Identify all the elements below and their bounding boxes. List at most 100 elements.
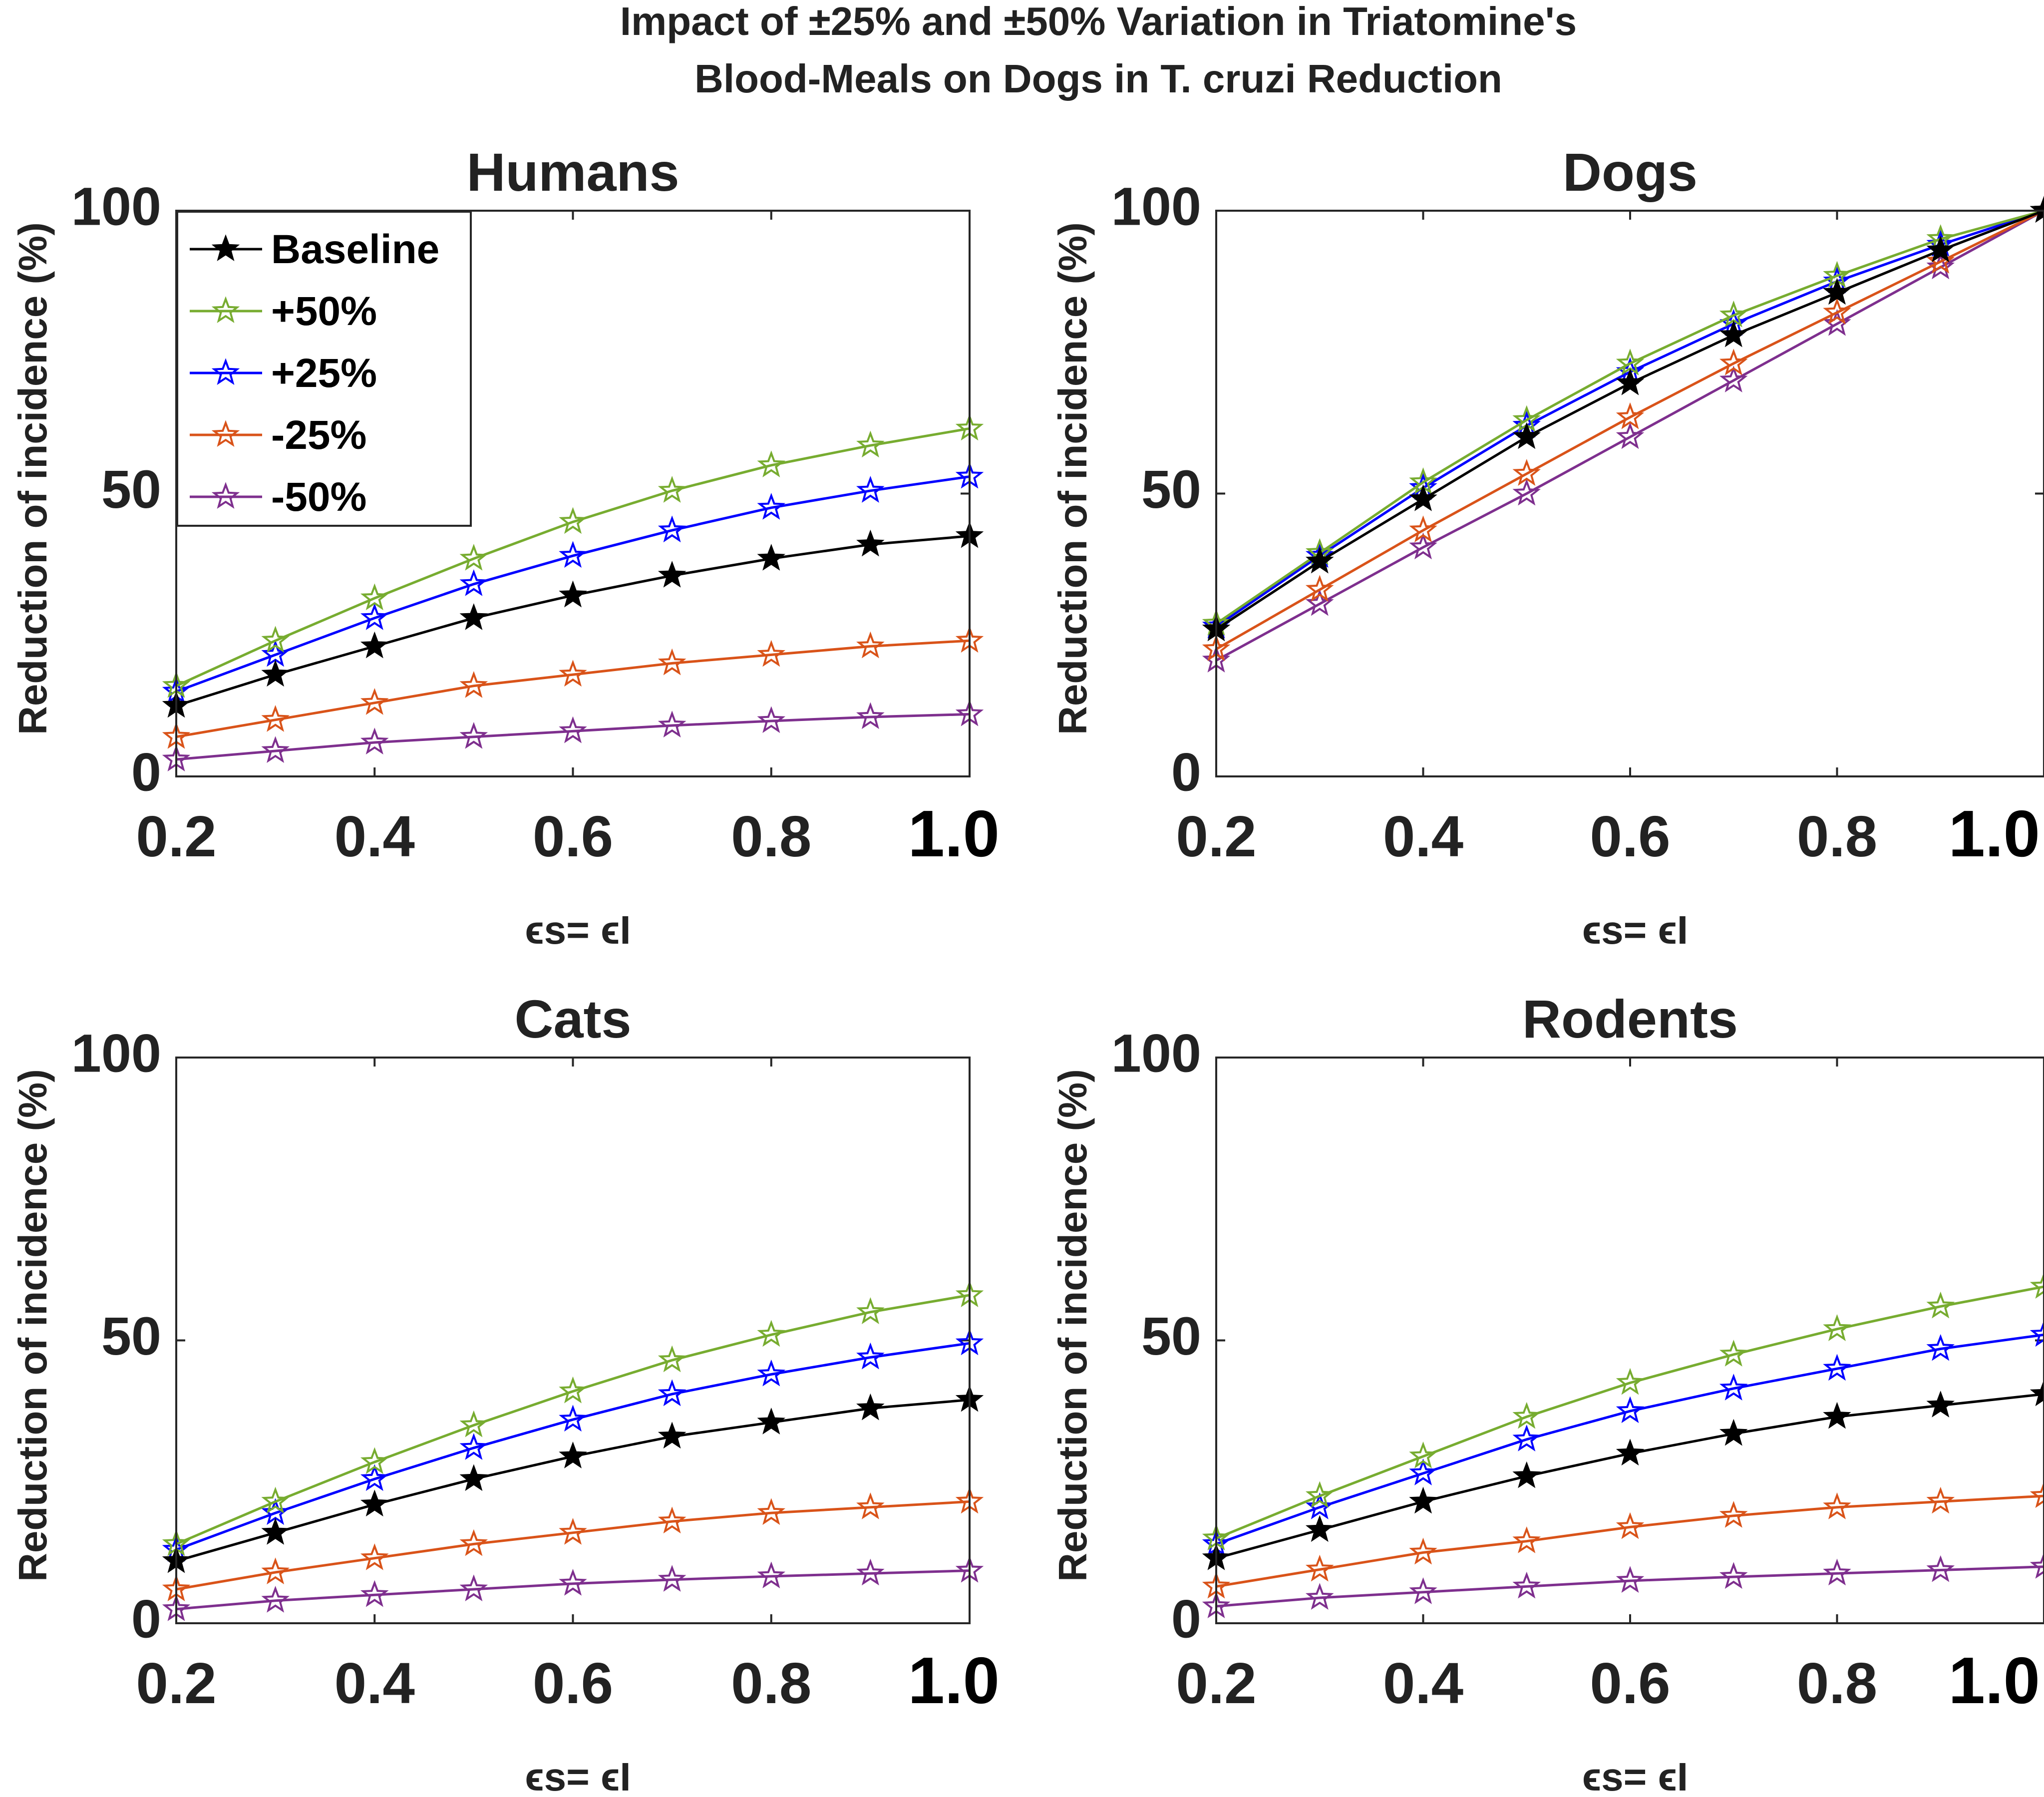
data-point: [1719, 1374, 1748, 1401]
data-point: [459, 1464, 488, 1491]
x-tick-label: 0.4: [335, 804, 415, 869]
legend-marker: [211, 420, 240, 447]
x-tick-label: 0.8: [1797, 1651, 1877, 1716]
data-point: [1305, 575, 1334, 602]
y-tick-label: 100: [71, 1023, 161, 1083]
data-point: [1409, 1486, 1437, 1514]
data-point: [1926, 252, 1955, 280]
data-point: [459, 1433, 488, 1460]
data-point: [261, 1585, 290, 1613]
x-tick-label: 1.0: [1949, 1644, 2041, 1717]
x-axis-label: ϵs= ϵI: [1582, 1755, 1688, 1797]
y-tick-label: 100: [1111, 1023, 1201, 1083]
x-axis-label: ϵs= ϵI: [1582, 908, 1688, 952]
series-line: [176, 1294, 970, 1545]
data-point: [1616, 1438, 1645, 1466]
data-point: [1512, 1402, 1541, 1429]
data-point: [1719, 365, 1748, 392]
panel-title: Dogs: [1563, 142, 1698, 202]
data-point: [261, 736, 290, 763]
data-point: [559, 507, 587, 534]
legend: Baseline +50% +25% -25% -50%: [176, 211, 472, 527]
x-tick-label: 0.2: [1176, 1651, 1256, 1716]
data-point: [360, 1489, 389, 1517]
series-minus50pct: [1202, 1551, 2044, 1619]
series-baseline: [1202, 1379, 2044, 1570]
data-point: [559, 660, 587, 687]
data-point: [2030, 1320, 2044, 1347]
data-point: [1409, 532, 1437, 560]
x-axis-label: ϵs= ϵI: [525, 1755, 631, 1797]
plot-area: [176, 1058, 970, 1623]
data-point: [658, 711, 686, 738]
data-point: [1823, 1314, 1851, 1341]
series-plus50pct: [162, 1280, 984, 1556]
data-point: [1926, 1334, 1955, 1361]
data-point: [1926, 1391, 1955, 1418]
data-point: [757, 1561, 786, 1589]
data-point: [261, 660, 290, 687]
data-point: [757, 1359, 786, 1387]
y-axis-label: Reduction of incidence (%): [10, 1069, 55, 1582]
x-tick-label: 0.6: [533, 804, 613, 869]
panel-humans: Humans 0 50 100 0.2 0.4 0.6 0.8 1.0 ϵs= ϵI Reducti…: [10, 142, 1000, 952]
data-point: [360, 1464, 389, 1491]
y-tick-label: 50: [1141, 1306, 1201, 1366]
data-point: [261, 1557, 290, 1585]
series-plus25pct: [1202, 1320, 2044, 1556]
data-point: [856, 631, 885, 659]
data-point: [1512, 1461, 1541, 1488]
series-line: [176, 1569, 970, 1611]
data-point: [1409, 1458, 1437, 1485]
series-line: [176, 1342, 970, 1551]
series-line: [176, 713, 970, 761]
data-point: [1616, 1368, 1645, 1395]
data-point: [1719, 1562, 1748, 1589]
data-point: [658, 1506, 686, 1534]
data-point: [757, 493, 786, 520]
data-point: [1512, 1571, 1541, 1599]
data-point: [1512, 478, 1541, 506]
x-tick-label: 0.2: [136, 1651, 216, 1716]
data-point: [459, 569, 488, 596]
data-point: [1823, 278, 1851, 305]
x-tick-label: 0.8: [731, 1651, 811, 1716]
data-point: [559, 716, 587, 743]
data-point: [261, 626, 290, 653]
legend-label: -50%: [271, 474, 366, 520]
data-point: [1926, 235, 1955, 263]
data-point: [1409, 515, 1437, 543]
x-tick-label: 0.6: [533, 1651, 613, 1716]
data-point: [757, 544, 786, 571]
legend-label: Baseline: [271, 227, 439, 272]
data-point: [856, 1393, 885, 1421]
data-point: [658, 476, 686, 503]
data-point: [856, 1492, 885, 1519]
y-tick-label: 0: [1171, 742, 1201, 802]
legend-marker: [211, 358, 240, 385]
x-tick-label: 0.2: [136, 804, 216, 869]
panel-rodents: Rodents 0 50 100 0.2 0.4 0.6 0.8 1.0 ϵs= ϵI Reduct…: [1050, 989, 2044, 1797]
data-point: [1823, 1492, 1851, 1519]
data-point: [1926, 247, 1955, 274]
data-point: [757, 1498, 786, 1525]
y-axis-label: Reduction of incidence (%): [10, 222, 55, 735]
data-point: [459, 603, 488, 630]
data-point: [261, 1486, 290, 1514]
data-point: [559, 580, 587, 608]
axes-frame: [175, 1057, 971, 1624]
x-tick-label: 0.8: [731, 804, 811, 869]
data-point: [459, 1529, 488, 1556]
data-point: [360, 1543, 389, 1570]
data-point: [658, 1345, 686, 1373]
y-tick-label: 100: [71, 176, 161, 237]
x-tick-label: 0.4: [1383, 1651, 1463, 1716]
y-tick-label: 100: [1111, 176, 1201, 237]
series-plus25pct: [162, 461, 984, 704]
data-point: [1305, 589, 1334, 616]
legend-label: +25%: [271, 351, 377, 396]
data-point: [1926, 1555, 1955, 1582]
data-point: [1719, 1500, 1748, 1528]
data-point: [1719, 1340, 1748, 1367]
